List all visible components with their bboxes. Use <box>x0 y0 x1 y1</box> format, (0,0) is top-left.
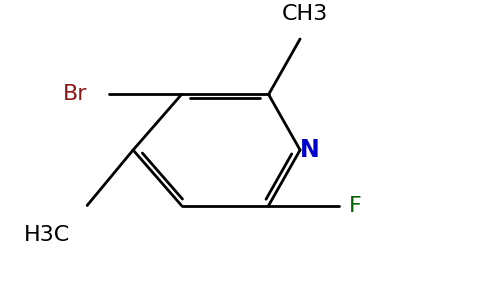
Text: Br: Br <box>62 85 87 104</box>
Text: N: N <box>300 138 320 162</box>
Text: CH3: CH3 <box>282 4 328 24</box>
Text: F: F <box>348 196 361 215</box>
Text: H3C: H3C <box>24 225 70 245</box>
